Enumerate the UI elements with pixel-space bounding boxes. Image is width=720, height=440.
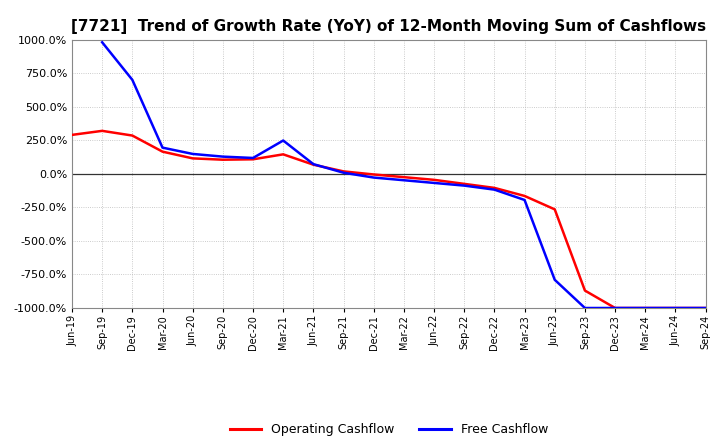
Legend: Operating Cashflow, Free Cashflow: Operating Cashflow, Free Cashflow [225, 418, 553, 440]
Title: [7721]  Trend of Growth Rate (YoY) of 12-Month Moving Sum of Cashflows: [7721] Trend of Growth Rate (YoY) of 12-… [71, 19, 706, 34]
